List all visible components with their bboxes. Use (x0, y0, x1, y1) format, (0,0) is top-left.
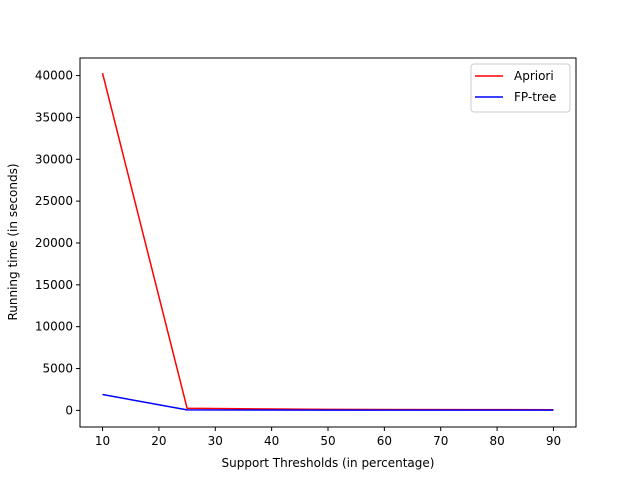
y-axis: 0 5000 10000 15000 20000 25000 30000 35000 40000 (35, 69, 80, 417)
x-tick-label: 10 (95, 434, 110, 448)
x-tick-label: 80 (489, 434, 504, 448)
series-line-fp-tree (102, 393, 554, 411)
x-axis-label: Support Thresholds (in percentage) (222, 456, 435, 470)
series-layer (101, 72, 554, 411)
y-axis-label: Running time (in seconds) (6, 163, 20, 320)
legend-label-apriori: Apriori (514, 69, 554, 83)
x-tick-label: 50 (320, 434, 335, 448)
x-tick-label: 70 (433, 434, 448, 448)
legend: Apriori FP-tree (470, 63, 571, 113)
y-tick-label: 35000 (35, 110, 73, 124)
x-tick-label: 90 (546, 434, 561, 448)
y-tick-label: 25000 (35, 194, 73, 208)
x-tick-label: 20 (151, 434, 166, 448)
y-tick-label: 30000 (35, 152, 73, 166)
y-tick-label: 5000 (42, 362, 73, 376)
x-tick-label: 60 (377, 434, 392, 448)
y-tick-label: 10000 (35, 320, 73, 334)
x-axis: 10 20 30 40 50 60 70 80 90 (95, 427, 561, 448)
y-tick-label: 15000 (35, 278, 73, 292)
y-tick-label: 40000 (35, 69, 73, 83)
y-tick-label: 0 (65, 403, 73, 417)
legend-label-fp-tree: FP-tree (514, 90, 556, 104)
y-tick-label: 20000 (35, 236, 73, 250)
x-tick-label: 40 (264, 434, 279, 448)
x-tick-label: 30 (208, 434, 223, 448)
